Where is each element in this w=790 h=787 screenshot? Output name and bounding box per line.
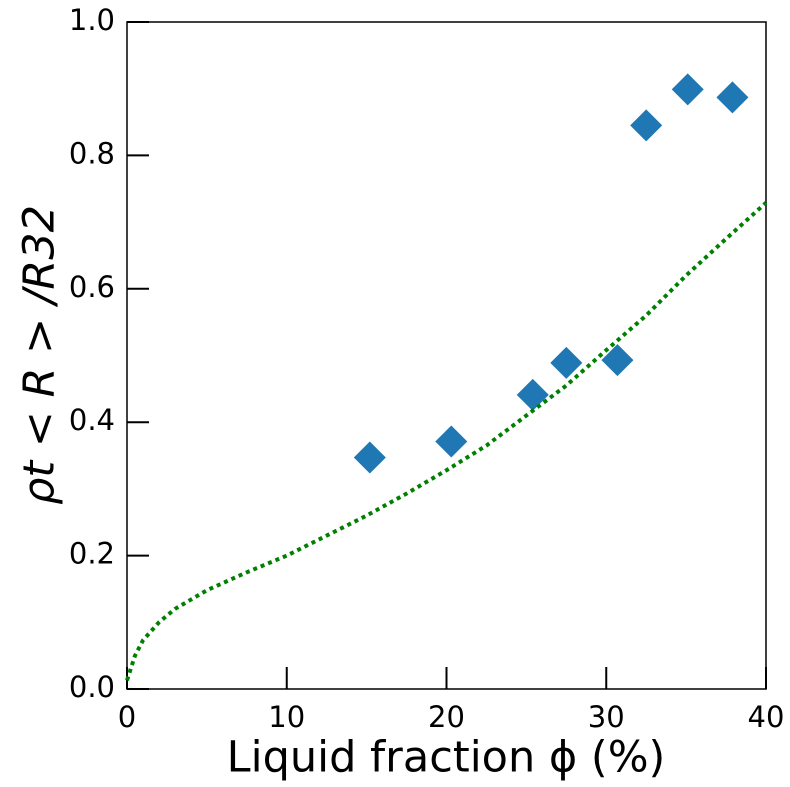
x-axis-title: Liquid fraction ϕ (%) bbox=[227, 733, 666, 783]
plot-frame bbox=[126, 21, 767, 690]
x-tick-label: 20 bbox=[428, 700, 465, 734]
x-tick-label: 40 bbox=[748, 700, 785, 734]
y-tick-label: 0.8 bbox=[69, 136, 115, 170]
x-tick-label: 0 bbox=[118, 700, 136, 734]
x-tick-label: 30 bbox=[588, 700, 625, 734]
data-point bbox=[353, 441, 386, 474]
data-point bbox=[671, 73, 704, 106]
y-tick-label: 0.6 bbox=[69, 270, 115, 304]
x-tick-label: 10 bbox=[268, 700, 305, 734]
y-tick-label: 0.4 bbox=[69, 403, 115, 437]
y-tick-label: 0.2 bbox=[69, 537, 115, 571]
data-point bbox=[516, 378, 549, 411]
y-tick-label: 0.0 bbox=[69, 670, 115, 704]
y-axis-title: ρt < R > /R32 bbox=[15, 205, 65, 505]
data-point bbox=[601, 344, 634, 377]
data-point bbox=[716, 81, 749, 114]
data-point bbox=[630, 109, 663, 142]
data-point bbox=[550, 346, 583, 379]
data-point bbox=[435, 425, 468, 458]
y-tick-label: 1.0 bbox=[69, 3, 115, 37]
